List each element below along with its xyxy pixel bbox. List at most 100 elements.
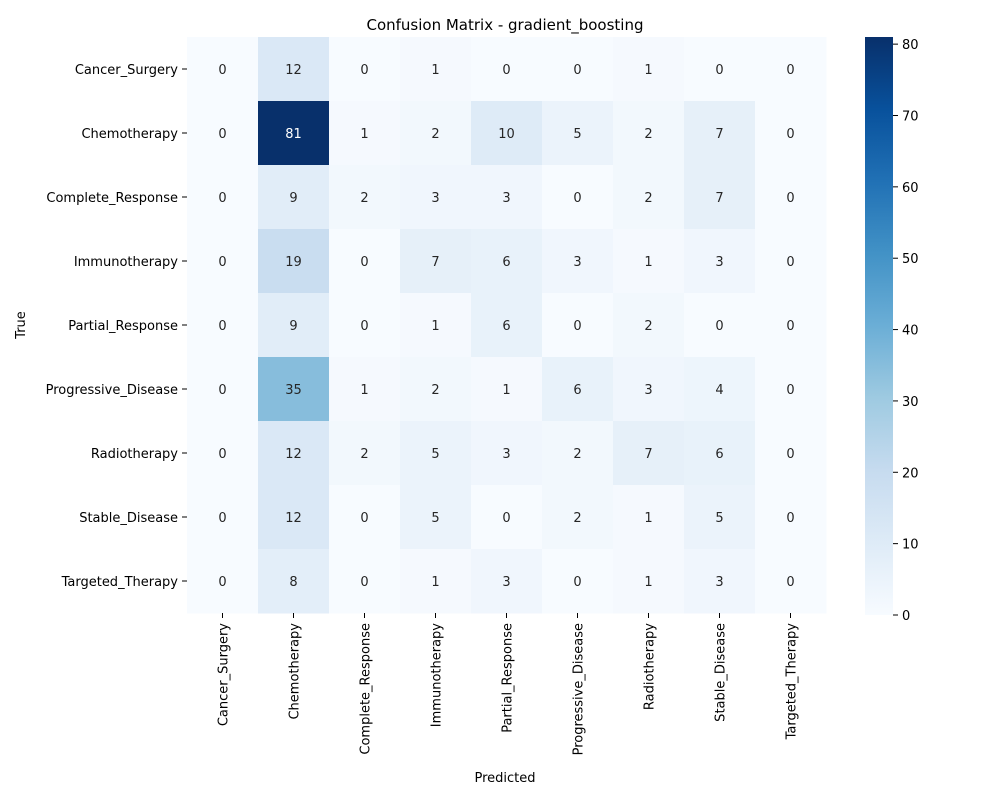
heatmap-cell [613, 37, 685, 102]
x-tick-label: Stable_Disease [714, 623, 729, 722]
cell-value-label: 5 [431, 447, 439, 462]
chart-title: Confusion Matrix - gradient_boosting [366, 16, 643, 35]
heatmap-cell [542, 357, 614, 422]
heatmap-cell [542, 37, 614, 102]
heatmap-cell [471, 101, 543, 166]
cell-value-label: 19 [285, 255, 302, 270]
y-tick-label: Cancer_Surgery [75, 63, 178, 78]
cell-value-label: 0 [218, 575, 226, 590]
y-tick-label: Chemotherapy [81, 127, 178, 142]
cell-value-label: 2 [573, 511, 581, 526]
cell-value-label: 0 [715, 319, 723, 334]
cell-value-label: 0 [573, 319, 581, 334]
cell-value-label: 6 [502, 255, 510, 270]
cell-value-label: 12 [285, 511, 302, 526]
heatmap-cell [400, 165, 472, 230]
cell-value-label: 6 [502, 319, 510, 334]
heatmap-cell [187, 357, 259, 422]
cell-value-label: 1 [502, 383, 510, 398]
cell-value-label: 0 [360, 575, 368, 590]
y-tick-label: Radiotherapy [91, 447, 178, 462]
heatmap-cell [471, 37, 543, 102]
cell-value-label: 2 [360, 447, 368, 462]
heatmap-cell [613, 549, 685, 614]
cell-value-label: 3 [502, 575, 510, 590]
heatmap-cell [542, 229, 614, 294]
cell-value-label: 0 [786, 447, 794, 462]
cell-value-label: 0 [218, 511, 226, 526]
heatmap-cell [542, 485, 614, 550]
cell-value-label: 1 [644, 63, 652, 78]
cell-value-label: 1 [431, 63, 439, 78]
y-tick-label: Complete_Response [46, 191, 178, 206]
heatmap-cell [258, 357, 330, 422]
heatmap-cell [187, 293, 259, 358]
heatmap-cell [542, 421, 614, 486]
colorbar-tick-label: 80 [902, 38, 919, 53]
x-tick-label: Targeted_Therapy [785, 623, 800, 741]
heatmap-cell [471, 165, 543, 230]
colorbar-tick-label: 10 [902, 538, 919, 553]
cell-value-label: 0 [786, 127, 794, 142]
heatmap-cell [613, 229, 685, 294]
cell-value-label: 1 [360, 127, 368, 142]
cell-value-label: 12 [285, 63, 302, 78]
heatmap-cell [684, 165, 756, 230]
colorbar-tick-label: 60 [902, 181, 919, 196]
y-tick-label: Stable_Disease [79, 511, 178, 526]
cell-value-label: 2 [431, 383, 439, 398]
colorbar-tick-label: 40 [902, 324, 919, 339]
y-tick-label: Progressive_Disease [46, 383, 178, 398]
cell-value-label: 0 [360, 511, 368, 526]
cell-value-label: 3 [644, 383, 652, 398]
cell-value-label: 0 [786, 255, 794, 270]
cell-value-label: 5 [573, 127, 581, 142]
x-tick-label: Progressive_Disease [572, 623, 587, 755]
cell-value-label: 0 [218, 447, 226, 462]
cell-value-label: 0 [218, 191, 226, 206]
cell-value-label: 0 [786, 511, 794, 526]
colorbar-tick-label: 20 [902, 466, 919, 481]
heatmap-cell [258, 485, 330, 550]
heatmap-cell [187, 485, 259, 550]
heatmap-cell [684, 37, 756, 102]
y-tick-label: Partial_Response [68, 319, 178, 334]
heatmap-cell [258, 101, 330, 166]
heatmap-cell [755, 485, 827, 550]
heatmap-cell-labels: 0 12 0 1 0 0 1 0 00 81 1 2 10 5 2 7 00 9 2 3 3 0 2 7 00 19 0 7 6 3 1 3 0… [218, 63, 794, 590]
heatmap-cell [684, 485, 756, 550]
heatmap-cell [400, 101, 472, 166]
colorbar-ticks: 0 10 20 30 40 50 60 70 80 [893, 38, 919, 624]
heatmap-cell [471, 549, 543, 614]
cell-value-label: 0 [218, 255, 226, 270]
heatmap-cell [329, 485, 401, 550]
x-tick-label: Chemotherapy [288, 623, 303, 720]
cell-value-label: 0 [786, 575, 794, 590]
heatmap-cell [542, 549, 614, 614]
cell-value-label: 3 [573, 255, 581, 270]
y-axis-label: True [14, 311, 29, 340]
cell-value-label: 7 [715, 191, 723, 206]
y-tick-label: Targeted_Therapy [61, 575, 179, 590]
cell-value-label: 0 [502, 63, 510, 78]
cell-value-label: 8 [289, 575, 297, 590]
heatmap-cell [329, 37, 401, 102]
heatmap-cell [471, 357, 543, 422]
heatmap-cell [329, 549, 401, 614]
cell-value-label: 5 [715, 511, 723, 526]
heatmap-cell [684, 357, 756, 422]
cell-value-label: 0 [360, 255, 368, 270]
cell-value-label: 3 [715, 255, 723, 270]
cell-value-label: 0 [573, 191, 581, 206]
heatmap-cell [542, 101, 614, 166]
cell-value-label: 0 [502, 511, 510, 526]
heatmap-cell [542, 165, 614, 230]
heatmap-cell [258, 421, 330, 486]
cell-value-label: 7 [644, 447, 652, 462]
heatmap-cell [755, 165, 827, 230]
cell-value-label: 1 [360, 383, 368, 398]
heatmap-cell [542, 293, 614, 358]
cell-value-label: 3 [502, 447, 510, 462]
colorbar [865, 37, 893, 615]
